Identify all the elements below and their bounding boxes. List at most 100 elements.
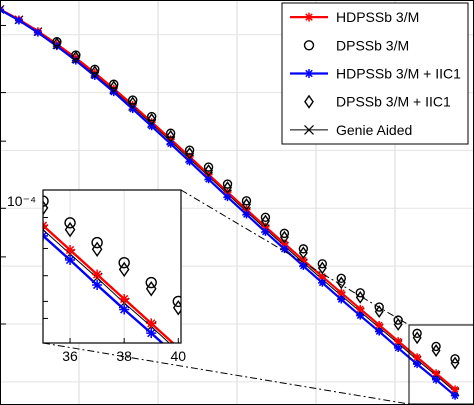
main-data-point: [317, 261, 327, 275]
inset-data-point: [91, 241, 103, 257]
main-data-point: [109, 79, 119, 89]
main-data-point: [393, 318, 403, 331]
inset-data-point: [92, 269, 103, 280]
main-data-point: [412, 331, 422, 345]
inset-data-point: [172, 300, 181, 316]
legend-entry: Genie Aided: [336, 122, 412, 138]
main-series: [0, 5, 460, 400]
main-data-point: [241, 196, 252, 206]
main-data-point: [298, 246, 308, 260]
inset-data-point: [43, 200, 49, 216]
main-data-point: [242, 210, 251, 219]
main-data-point: [375, 321, 384, 330]
inset-data-point: [91, 236, 103, 249]
main-data-point: [318, 272, 327, 281]
inset-x-tick-label: 40: [171, 348, 187, 364]
inset-data-point: [64, 221, 76, 238]
inset-data-point: [65, 245, 76, 256]
legend-entry: DPSSb 3/M: [336, 37, 409, 53]
main-data-point: [204, 164, 214, 177]
main-data-point: [336, 273, 346, 284]
main-data-point: [223, 193, 232, 202]
main-data-point: [355, 290, 365, 304]
main-data-point: [318, 278, 327, 287]
legend-entry: HDPSSb 3/M: [336, 9, 419, 25]
main-data-point: [109, 80, 119, 94]
inset-x-tick-label: 38: [116, 348, 132, 364]
legend-marker: [304, 94, 314, 109]
main-data-point: [166, 139, 175, 148]
main-data-point: [412, 328, 422, 339]
main-data-point: [166, 129, 176, 143]
main-data-point: [279, 228, 290, 239]
main-data-point: [374, 302, 384, 312]
inset-data-point: [146, 318, 157, 329]
inset-data-point: [145, 281, 157, 297]
main-data-point: [355, 288, 365, 298]
zoom-connector: [42, 342, 410, 405]
main-data-point: [260, 214, 270, 228]
main-data-point: [146, 111, 157, 122]
main-data-point: [203, 162, 214, 172]
main-data-point: [71, 50, 81, 64]
main-data-point: [394, 344, 403, 353]
main-data-point: [147, 112, 157, 126]
inset-data-point: [65, 254, 76, 265]
inset-data-point: [118, 256, 130, 269]
main-data-point: [14, 16, 23, 25]
main-data-point: [185, 157, 194, 166]
main-data-point: [299, 262, 308, 271]
inset-data-point: [146, 328, 157, 339]
inset-data-point: [64, 217, 76, 229]
main-data-point: [413, 360, 422, 369]
main-data-point: [260, 212, 271, 223]
main-data-point: [337, 288, 346, 297]
main-data-point: [375, 327, 384, 336]
main-data-point: [393, 315, 403, 325]
main-data-point: [450, 356, 460, 370]
zoom-connector: [180, 189, 410, 326]
main-data-point: [298, 244, 309, 254]
inset-x-tick-label: 36: [62, 348, 78, 364]
inset-background: [43, 190, 181, 343]
inset-data-point: [119, 304, 130, 315]
inset-data-point: [43, 195, 49, 207]
main-data-point: [432, 369, 441, 378]
main-data-point: [450, 354, 460, 364]
main-data-point: [33, 28, 42, 37]
main-data-point: [431, 344, 441, 357]
legend: HDPSSb 3/M DPSSb 3/M HDPSSb 3/M + IIC1 DPSS…: [281, 2, 469, 145]
main-data-point: [184, 145, 195, 155]
main-data-point: [90, 64, 100, 74]
inset-data-point: [119, 293, 130, 304]
main-data-point: [299, 256, 308, 265]
main-data-point: [451, 391, 460, 400]
inset-y-tick-label: 10⁻⁴: [7, 193, 36, 209]
main-data-point: [165, 128, 176, 138]
main-data-point: [71, 56, 80, 65]
inset-series-dpssb-3-m: [43, 195, 181, 308]
main-data-point: [317, 259, 328, 269]
main-data-point: [166, 135, 175, 144]
main-data-point: [374, 305, 384, 319]
main-data-point: [336, 276, 346, 290]
inset-data-point: [118, 261, 130, 278]
main-data-point: [90, 65, 100, 79]
main-data-point: [356, 311, 365, 320]
inset-plot: 36 38 40 10⁻⁴: [7, 189, 187, 364]
main-data-point: [222, 179, 233, 189]
main-data-point: [185, 146, 195, 160]
inset-series-hdpssb-3-m-iic1: [43, 230, 165, 343]
main-data-point: [52, 37, 62, 51]
main-data-point: [147, 122, 156, 131]
inset-series-hdpssb-3-m: [43, 220, 180, 343]
main-data-point: [451, 385, 460, 394]
legend-marker: [304, 12, 314, 22]
legend-marker: [304, 124, 314, 135]
main-data-point: [394, 337, 403, 346]
main-data-point: [413, 353, 422, 362]
legend-entry: DPSSb 3/M + IIC1: [336, 94, 451, 110]
main-data-point: [147, 118, 156, 127]
main-data-point: [261, 227, 270, 236]
main-data-point: [128, 96, 138, 110]
